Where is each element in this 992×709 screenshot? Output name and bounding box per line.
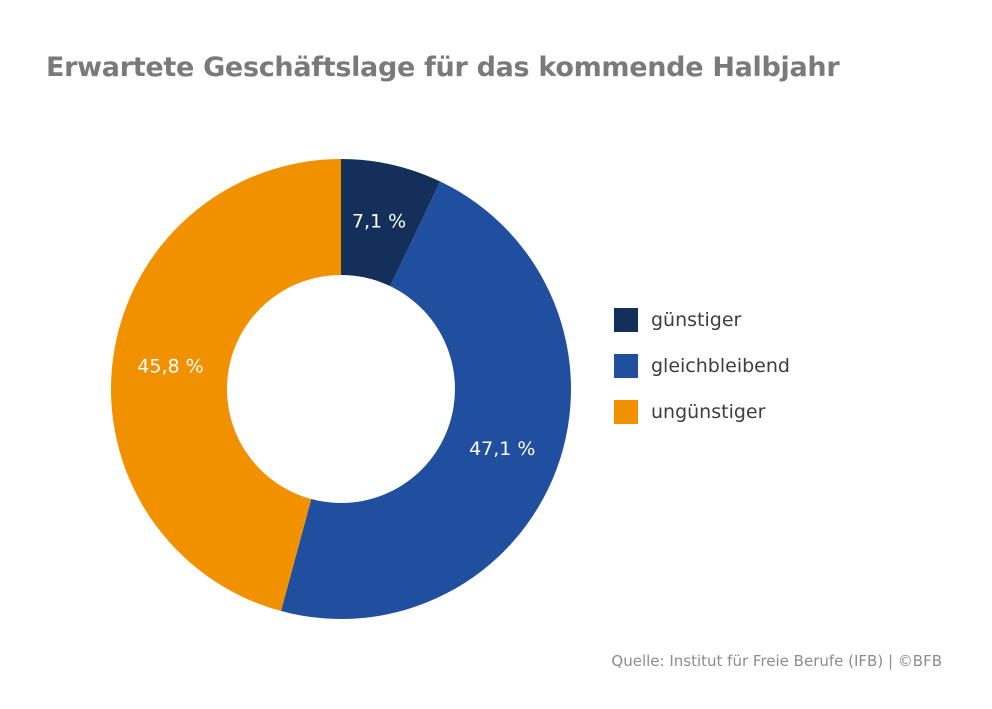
donut-slice-gleichbleibend <box>281 181 571 619</box>
legend-item-unguenstiger: ungünstiger <box>614 400 790 424</box>
legend-label-unguenstiger: ungünstiger <box>651 401 766 423</box>
legend-item-guenstiger: günstiger <box>614 308 790 332</box>
legend-label-guenstiger: günstiger <box>651 309 742 331</box>
legend: günstiger gleichbleibend ungünstiger <box>614 308 790 446</box>
legend-item-gleichbleibend: gleichbleibend <box>614 354 790 378</box>
donut-slice-unguenstiger <box>111 159 341 612</box>
chart-title: Erwartete Geschäftslage für das kommende… <box>46 52 840 83</box>
legend-label-gleichbleibend: gleichbleibend <box>651 355 790 377</box>
legend-swatch-gleichbleibend <box>614 354 638 378</box>
donut-slice-guenstiger <box>341 159 441 287</box>
legend-swatch-unguenstiger <box>614 400 638 424</box>
data-label-guenstiger: 7,1 % <box>352 210 406 232</box>
legend-swatch-guenstiger <box>614 308 638 332</box>
source-note: Quelle: Institut für Freie Berufe (IFB) … <box>611 652 942 670</box>
data-label-gleichbleibend: 47,1 % <box>469 438 535 460</box>
data-label-unguenstiger: 45,8 % <box>137 355 203 377</box>
